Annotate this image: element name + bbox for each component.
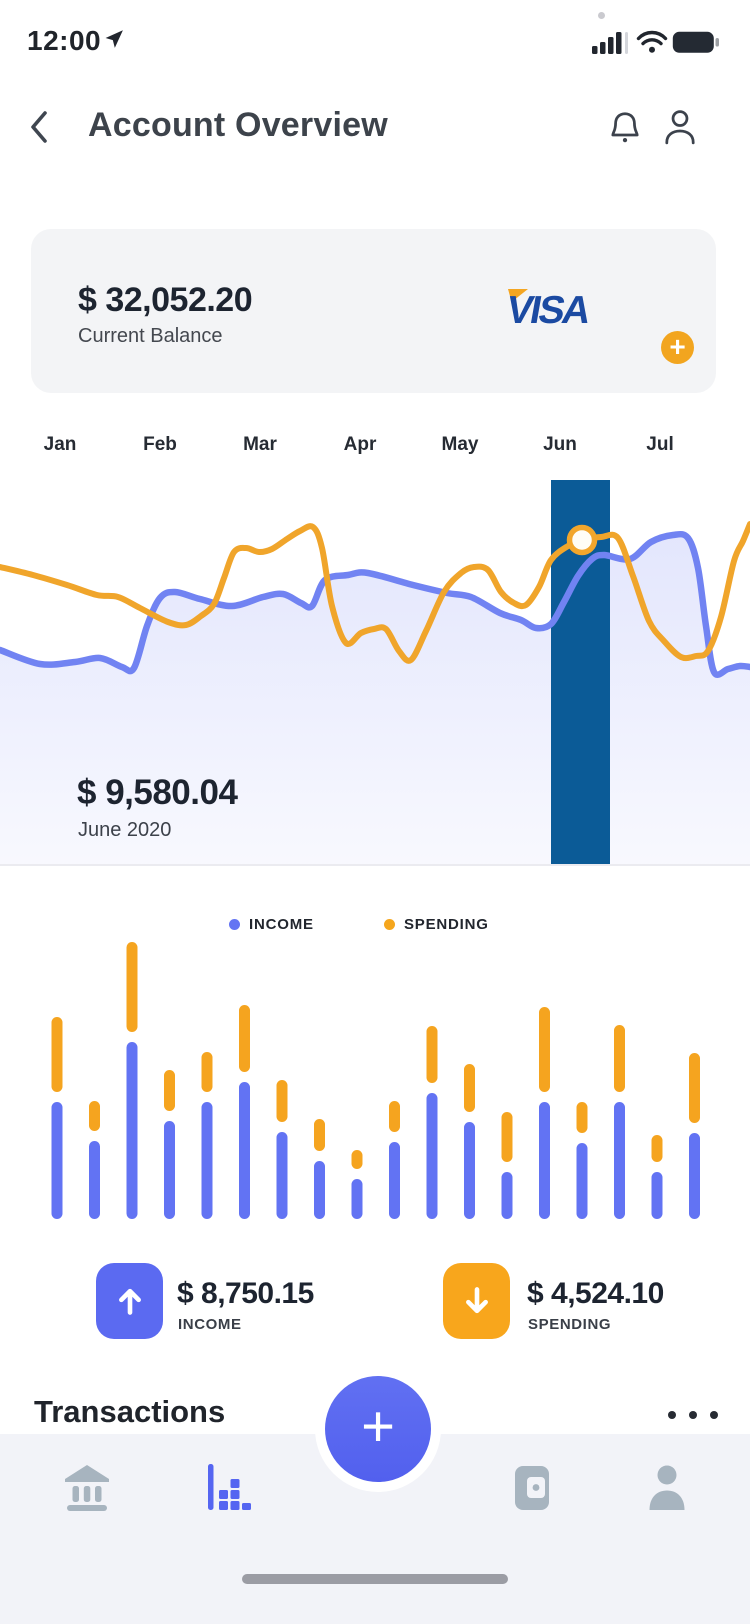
income-bar — [539, 1102, 550, 1219]
back-button[interactable] — [28, 109, 50, 150]
spending-bar — [351, 1150, 363, 1169]
legend-item-income: INCOME — [229, 916, 314, 933]
spending-bar — [126, 942, 138, 1032]
spending-bar — [89, 1101, 100, 1131]
spending-bar — [651, 1135, 663, 1162]
income-bar — [51, 1102, 63, 1219]
spending-bar — [164, 1070, 175, 1111]
income-bar — [464, 1122, 475, 1219]
header: Account Overview — [0, 100, 750, 160]
chart-legend: INCOME SPENDING — [0, 916, 750, 938]
spending-label: SPENDING — [528, 1316, 612, 1333]
income-bar — [426, 1093, 438, 1219]
legend-item-spending: SPENDING — [384, 916, 489, 933]
spending-line — [0, 521, 750, 664]
spending-bar — [51, 1017, 63, 1092]
income-dot-icon — [229, 919, 240, 930]
home-indicator[interactable] — [242, 1574, 508, 1584]
spending-dot-icon — [384, 919, 395, 930]
income-bar — [126, 1042, 138, 1219]
camera-dot — [598, 12, 605, 19]
income-amount: $ 8,750.15 — [177, 1277, 314, 1310]
add-transaction-fab[interactable]: + — [325, 1376, 431, 1482]
spending-bar — [389, 1101, 400, 1132]
spending-bar — [314, 1119, 325, 1151]
income-bar — [689, 1133, 700, 1219]
page-title: Account Overview — [88, 106, 388, 144]
battery-icon — [672, 31, 720, 59]
income-bar — [201, 1102, 213, 1219]
status-bar: 12:00 — [0, 0, 750, 70]
transactions-title: Transactions — [34, 1394, 226, 1429]
current-balance-label: Current Balance — [78, 325, 223, 347]
month-label-mar[interactable]: Mar — [243, 434, 277, 455]
month-axis: Jan Feb Mar Apr May Jun Jul — [0, 434, 750, 460]
income-bar — [576, 1143, 588, 1219]
spending-bar — [276, 1080, 288, 1122]
nav-profile-icon[interactable] — [645, 1464, 689, 1515]
income-bar — [276, 1132, 288, 1219]
spending-bar — [576, 1102, 588, 1133]
june-marker — [566, 524, 598, 556]
legend-label: SPENDING — [404, 916, 489, 933]
income-spending-bar-chart[interactable] — [0, 895, 750, 1230]
balance-card[interactable]: $ 32,052.20 Current Balance VISA + — [31, 229, 716, 393]
visa-logo: VISA — [503, 289, 607, 332]
spending-bar — [239, 1005, 250, 1072]
bell-icon[interactable] — [610, 110, 640, 151]
income-bar — [239, 1082, 250, 1219]
income-bar — [89, 1141, 100, 1219]
legend-label: INCOME — [249, 916, 314, 933]
spending-amount: $ 4,524.10 — [527, 1277, 664, 1310]
visa-wordmark: VISA — [503, 289, 592, 332]
nav-bank-icon[interactable] — [65, 1465, 109, 1516]
selected-month-period: June 2020 — [78, 819, 172, 841]
spending-tile[interactable] — [443, 1263, 510, 1339]
month-label-jan[interactable]: Jan — [43, 434, 77, 455]
signal-icon — [592, 29, 632, 60]
arrow-down-icon — [465, 1287, 488, 1314]
summary-row: $ 8,750.15 INCOME $ 4,524.10 SPENDING — [0, 1263, 750, 1343]
spending-bar — [201, 1052, 213, 1092]
add-card-button[interactable]: + — [661, 331, 694, 364]
nav-wallet-icon[interactable] — [515, 1466, 549, 1515]
month-label-jul[interactable]: Jul — [646, 434, 674, 455]
spending-bar — [426, 1026, 438, 1083]
income-bar — [389, 1142, 400, 1219]
selected-month-amount: $ 9,580.04 — [77, 773, 238, 812]
month-label-feb[interactable]: Feb — [143, 434, 177, 455]
nav-bar-chart-icon[interactable] — [208, 1463, 252, 1516]
location-arrow-icon — [104, 29, 125, 55]
wifi-icon — [636, 30, 668, 60]
arrow-up-icon — [118, 1288, 141, 1315]
chart-divider — [0, 864, 750, 866]
income-bar — [651, 1172, 663, 1219]
month-label-apr[interactable]: Apr — [343, 434, 377, 455]
plus-icon: + — [361, 1394, 395, 1459]
transactions-menu-button[interactable] — [668, 1411, 718, 1419]
spending-bar — [539, 1007, 550, 1092]
income-bar — [501, 1172, 513, 1219]
spending-bar — [614, 1025, 625, 1092]
current-balance-amount: $ 32,052.20 — [78, 281, 253, 319]
income-bar — [314, 1161, 325, 1219]
balance-line-chart[interactable] — [0, 480, 750, 865]
income-bar — [614, 1102, 625, 1219]
spending-bar — [689, 1053, 700, 1123]
profile-icon[interactable] — [663, 108, 697, 151]
income-tile[interactable] — [96, 1263, 163, 1339]
income-bar — [164, 1121, 175, 1219]
income-bar — [351, 1179, 363, 1219]
income-label: INCOME — [178, 1316, 242, 1333]
month-label-may[interactable]: May — [441, 434, 479, 455]
clock: 12:00 — [27, 25, 102, 56]
month-label-jun[interactable]: Jun — [543, 434, 577, 455]
spending-bar — [464, 1064, 475, 1112]
spending-bar — [501, 1112, 513, 1162]
